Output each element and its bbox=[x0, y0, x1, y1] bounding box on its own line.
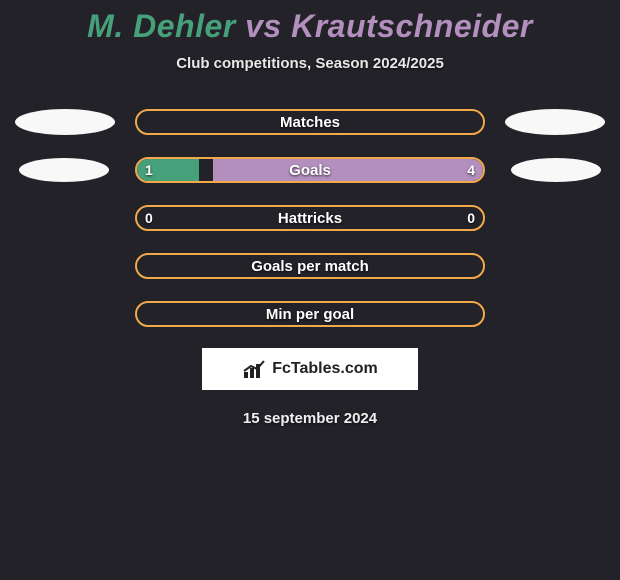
stat-bar: Goals1 4 bbox=[135, 157, 485, 183]
stat-value-left: 1 bbox=[145, 162, 153, 178]
stat-rows: Matches Goals1 4 Hattricks0 0 Goals per match… bbox=[0, 108, 620, 328]
player2-name: Krautschneider bbox=[291, 8, 533, 44]
stat-value-left: 0 bbox=[145, 210, 153, 226]
stat-label: Goals bbox=[137, 162, 483, 179]
branding-text: FcTables.com bbox=[272, 360, 378, 378]
stat-bar: Hattricks0 0 bbox=[135, 205, 485, 231]
stat-value-right: 0 bbox=[467, 210, 475, 226]
stat-row: Hattricks0 0 bbox=[0, 204, 620, 232]
date-label: 15 september 2024 bbox=[0, 410, 620, 427]
comparison-card: M. Dehler vs Krautschneider Club competi… bbox=[0, 0, 620, 427]
stat-row: Goals1 4 bbox=[0, 156, 620, 184]
right-marker bbox=[505, 109, 605, 135]
player1-name: M. Dehler bbox=[87, 8, 236, 44]
stat-value-right: 4 bbox=[467, 162, 475, 178]
stat-bar: Goals per match bbox=[135, 253, 485, 279]
right-marker bbox=[511, 158, 601, 182]
stat-row: Goals per match bbox=[0, 252, 620, 280]
subtitle: Club competitions, Season 2024/2025 bbox=[0, 55, 620, 72]
stat-bar: Min per goal bbox=[135, 301, 485, 327]
left-marker bbox=[19, 158, 109, 182]
stat-label: Goals per match bbox=[137, 258, 483, 275]
stat-row: Matches bbox=[0, 108, 620, 136]
vs-label: vs bbox=[245, 8, 282, 44]
stat-label: Matches bbox=[137, 114, 483, 131]
page-title: M. Dehler vs Krautschneider bbox=[0, 8, 620, 45]
chart-icon bbox=[242, 358, 266, 380]
left-marker bbox=[15, 109, 115, 135]
stat-label: Min per goal bbox=[137, 306, 483, 323]
stat-row: Min per goal bbox=[0, 300, 620, 328]
stat-bar: Matches bbox=[135, 109, 485, 135]
stat-label: Hattricks bbox=[137, 210, 483, 227]
branding-badge: FcTables.com bbox=[202, 348, 418, 390]
